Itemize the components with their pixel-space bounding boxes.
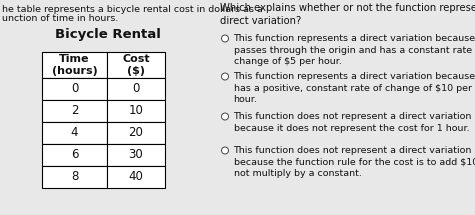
Text: unction of time in hours.: unction of time in hours.	[2, 14, 118, 23]
Circle shape	[221, 113, 228, 120]
Bar	[107, 166, 165, 188]
Text: 2: 2	[71, 104, 78, 118]
Circle shape	[221, 147, 228, 154]
Text: Time
(hours): Time (hours)	[52, 54, 97, 76]
Text: This function represents a direct variation because it
passes through the origin: This function represents a direct variat…	[234, 34, 475, 66]
Text: 0: 0	[71, 83, 78, 95]
Text: 4: 4	[71, 126, 78, 140]
Text: Which explains whether or not the function represents a
direct variation?: Which explains whether or not the functi…	[220, 3, 475, 26]
Circle shape	[221, 35, 228, 42]
Text: This function does not represent a direct variation
because it does not represen: This function does not represent a direc…	[234, 112, 472, 133]
Bar	[107, 100, 165, 122]
Text: 6: 6	[71, 149, 78, 161]
Text: he table represents a bicycle rental cost in dollars as a: he table represents a bicycle rental cos…	[2, 5, 263, 14]
Text: 8: 8	[71, 170, 78, 183]
Text: Bicycle Rental: Bicycle Rental	[55, 28, 161, 41]
Text: 40: 40	[129, 170, 143, 183]
Text: This function represents a direct variation because it
has a positive, constant : This function represents a direct variat…	[234, 72, 475, 104]
Bar	[42, 52, 107, 78]
Bar	[42, 144, 107, 166]
Bar	[42, 122, 107, 144]
Bar	[42, 166, 107, 188]
Text: 10: 10	[129, 104, 143, 118]
Text: 20: 20	[129, 126, 143, 140]
Text: 0: 0	[133, 83, 140, 95]
Bar	[107, 122, 165, 144]
Bar	[107, 144, 165, 166]
Text: 30: 30	[129, 149, 143, 161]
Bar	[42, 78, 107, 100]
Text: Cost
($): Cost ($)	[122, 54, 150, 76]
Bar	[42, 100, 107, 122]
Bar	[107, 52, 165, 78]
Bar	[107, 78, 165, 100]
Text: This function does not represent a direct variation
because the function rule fo: This function does not represent a direc…	[234, 146, 475, 178]
Circle shape	[221, 73, 228, 80]
